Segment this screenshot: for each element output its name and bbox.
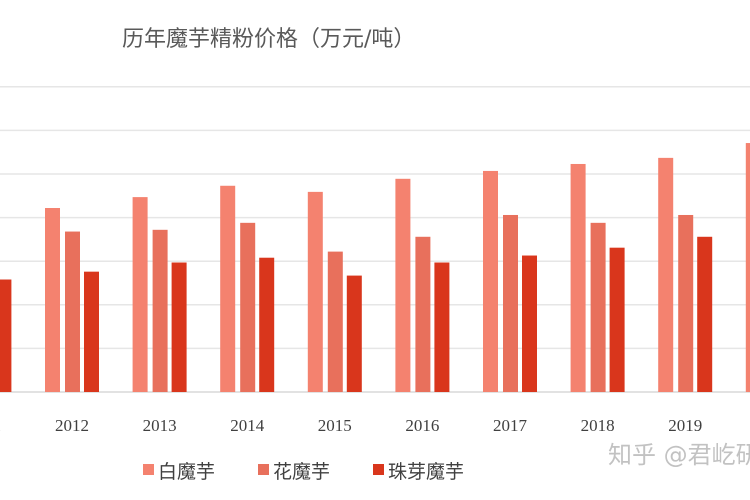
bar-2017-0 — [483, 170, 498, 392]
bar-2020-0 — [745, 143, 750, 392]
bar-2018-1 — [590, 222, 606, 392]
bar-2014-1 — [240, 222, 256, 392]
chart-title: 历年魔芋精粉价格（万元/吨） — [122, 27, 415, 52]
bar-2014-0 — [220, 185, 236, 392]
bar-2019-2 — [697, 236, 713, 392]
bar-2012-2 — [84, 271, 99, 392]
bar-2017-1 — [503, 214, 518, 392]
legend-swatch — [373, 464, 384, 475]
bar-2013-0 — [132, 197, 148, 392]
bar-2011-2 — [0, 279, 12, 392]
bar-2016-2 — [434, 262, 450, 392]
x-tick-label: 2012 — [55, 416, 89, 435]
bars — [0, 143, 750, 392]
bar-2016-1 — [415, 236, 431, 392]
bar-2014-2 — [259, 257, 275, 392]
bar-2016-0 — [395, 178, 411, 392]
x-tick-label: 2017 — [493, 416, 528, 435]
legend-label: 珠芽魔芋 — [388, 461, 464, 483]
x-tick-label: 2019 — [668, 416, 702, 435]
bar-2013-2 — [171, 262, 187, 392]
x-tick-label: 2013 — [143, 416, 177, 435]
bar-2019-1 — [678, 214, 694, 392]
bar-2018-0 — [570, 163, 586, 392]
bar-2019-0 — [658, 157, 674, 392]
bar-2018-2 — [609, 247, 625, 392]
legend-swatch — [258, 464, 269, 475]
x-tick-label: 2015 — [318, 416, 352, 435]
watermark: 知乎 @君屹研 — [608, 441, 750, 469]
bar-2015-0 — [307, 191, 323, 392]
x-axis-tick-labels: 2011201220132014201520162017201820192020 — [0, 416, 702, 435]
gridlines — [0, 86, 750, 393]
legend-label: 白魔芋 — [158, 461, 215, 483]
legend: 白魔芋 花魔芋 珠芽魔芋 — [143, 461, 464, 483]
bar-2012-0 — [45, 208, 60, 392]
bar-2017-2 — [522, 255, 537, 392]
bar-2012-1 — [65, 231, 80, 392]
x-tick-label: 2011 — [0, 416, 1, 435]
x-tick-label: 2014 — [230, 416, 265, 435]
bar-2015-1 — [327, 251, 343, 392]
legend-label: 花魔芋 — [273, 461, 330, 483]
bar-2013-1 — [152, 229, 168, 392]
legend-swatch — [143, 464, 154, 475]
x-tick-label: 2016 — [405, 416, 439, 435]
x-tick-label: 2018 — [581, 416, 615, 435]
bar-2015-2 — [346, 275, 362, 392]
